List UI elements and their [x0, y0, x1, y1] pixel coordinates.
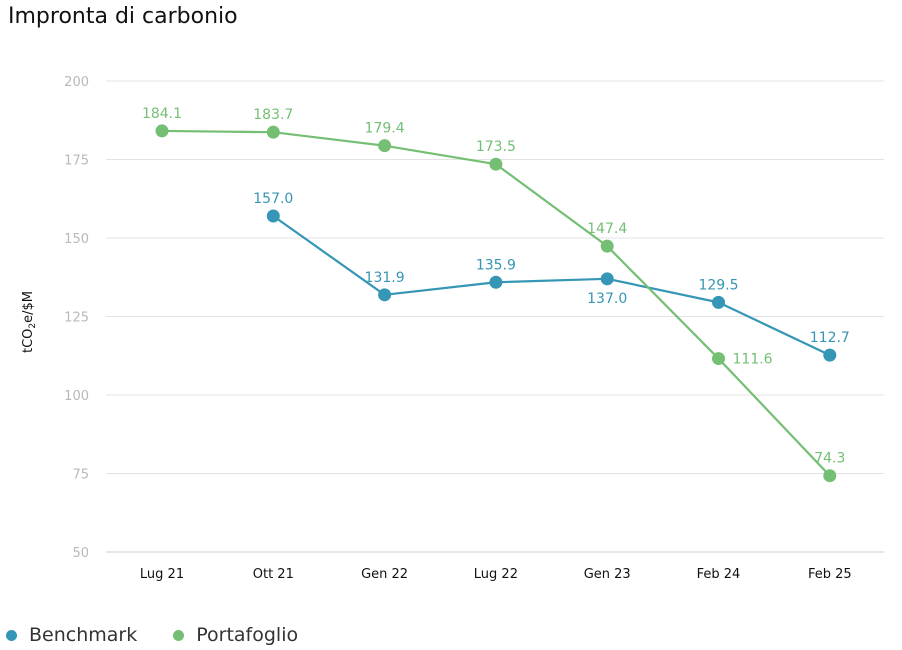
- y-tick-200: 200: [64, 75, 89, 90]
- legend-marker-benchmark: [6, 629, 17, 641]
- data-label-benchmark-3: 135.9: [476, 257, 516, 273]
- y-tick-labels: 50 75 100 125 150 175 200: [64, 75, 89, 561]
- data-label-portafoglio-1: 183.7: [253, 107, 293, 123]
- point-portafoglio-1[interactable]: [266, 125, 280, 139]
- x-tick-feb-24: Feb 24: [697, 567, 741, 582]
- point-benchmark-5[interactable]: [712, 295, 725, 309]
- point-benchmark-4[interactable]: [600, 272, 614, 286]
- data-label-portafoglio-6: 74.3: [814, 451, 845, 467]
- data-label-benchmark-2: 131.9: [365, 270, 405, 286]
- data-labels: 157.0 131.9 135.9 137.0 129.5 112.7 184.1 183.7…: [142, 106, 850, 467]
- x-tick-lug-21: Lug 21: [140, 567, 184, 582]
- series-line-benchmark: [272, 215, 831, 357]
- y-tick-75: 75: [72, 468, 89, 483]
- data-label-portafoglio-0: 184.1: [142, 106, 182, 122]
- point-portafoglio-4[interactable]: [600, 239, 614, 253]
- point-portafoglio-5[interactable]: [712, 352, 725, 366]
- y-tick-125: 125: [64, 311, 89, 326]
- x-tick-ott-21: Ott 21: [253, 567, 294, 582]
- series-line-portafoglio: [161, 129, 831, 477]
- legend-item-benchmark[interactable]: Benchmark: [6, 624, 137, 646]
- x-tick-lug-22: Lug 22: [474, 567, 518, 582]
- legend-label-portafoglio: Portafoglio: [196, 624, 299, 646]
- legend-item-portafoglio[interactable]: Portafoglio: [173, 624, 298, 646]
- legend-label-benchmark: Benchmark: [29, 624, 138, 646]
- point-benchmark-3[interactable]: [489, 275, 503, 289]
- x-tick-gen-22: Gen 22: [361, 567, 408, 582]
- data-label-benchmark-1: 157.0: [253, 191, 293, 207]
- y-tick-175: 175: [64, 154, 89, 169]
- chart-title: Impronta di carbonio: [8, 4, 238, 29]
- point-portafoglio-2[interactable]: [378, 139, 392, 153]
- x-tick-gen-23: Gen 23: [584, 567, 631, 582]
- data-label-benchmark-5: 129.5: [698, 277, 738, 293]
- x-tick-labels: Lug 21 Ott 21 Gen 22 Lug 22 Gen 23 Feb 24 Feb …: [140, 567, 852, 582]
- point-benchmark-2[interactable]: [378, 288, 392, 302]
- series-lines: [155, 124, 837, 483]
- legend-marker-portafoglio: [173, 629, 185, 641]
- point-portafoglio-6[interactable]: [823, 469, 837, 483]
- point-portafoglio-3[interactable]: [489, 157, 503, 171]
- point-portafoglio-0[interactable]: [155, 124, 169, 138]
- y-tick-50: 50: [72, 546, 89, 561]
- data-label-portafoglio-2: 179.4: [365, 121, 405, 137]
- data-label-portafoglio-3: 173.5: [476, 139, 516, 155]
- data-label-benchmark-6: 112.7: [810, 330, 850, 346]
- x-tick-feb-25: Feb 25: [808, 567, 852, 582]
- legend: Benchmark Portafoglio: [6, 624, 334, 646]
- data-label-portafoglio-4: 147.4: [587, 221, 627, 237]
- data-label-benchmark-4: 137.0: [587, 291, 627, 307]
- point-benchmark-1[interactable]: [266, 209, 280, 223]
- y-axis-label: tCO2e/$M: [21, 291, 38, 353]
- point-benchmark-6[interactable]: [823, 348, 837, 362]
- y-tick-100: 100: [64, 389, 89, 404]
- y-tick-150: 150: [64, 232, 89, 247]
- data-label-portafoglio-5: 111.6: [733, 352, 773, 368]
